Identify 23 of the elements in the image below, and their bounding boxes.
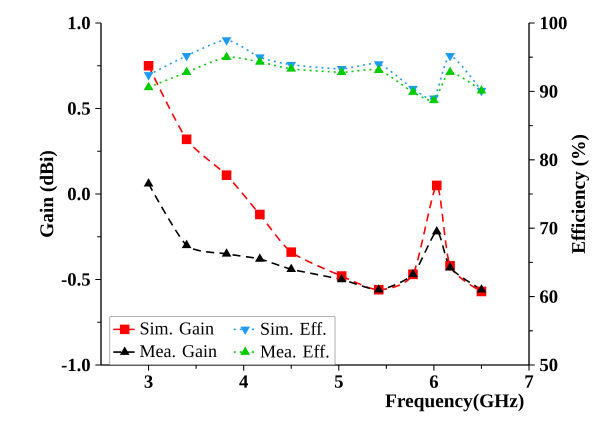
legend-label: Sim. Eff. bbox=[261, 322, 326, 335]
legend-label: Sim. Gain bbox=[140, 322, 214, 335]
y2-tick-label: 60 bbox=[540, 290, 558, 303]
y-tick-label: -1.0 bbox=[62, 358, 90, 372]
y-tick-label: -0.5 bbox=[62, 273, 90, 286]
y2-tick-label: 80 bbox=[540, 153, 558, 166]
y2-tick-label: 90 bbox=[540, 85, 558, 98]
y2-tick-label: 50 bbox=[540, 358, 558, 372]
x-tick-label: 6 bbox=[430, 375, 438, 388]
y2-tick-label: 100 bbox=[540, 16, 567, 30]
x-tick-label: 4 bbox=[239, 375, 248, 388]
y-tick-label: 0.0 bbox=[68, 188, 90, 200]
legend-label: Mea. Eff. bbox=[260, 344, 328, 358]
legend-label: Mea. Gain bbox=[140, 345, 217, 358]
y2-tick-label: 70 bbox=[540, 222, 558, 234]
x-tick-label: 5 bbox=[334, 375, 343, 388]
y2-axis-title: Efficiency (%) bbox=[571, 134, 590, 254]
x-axis-title: Frequency(GHz) bbox=[385, 394, 524, 412]
y-tick-label: 1.0 bbox=[68, 16, 90, 30]
x-tick-label: 7 bbox=[525, 375, 534, 388]
y-axis-title: Gain (dBi) bbox=[40, 151, 58, 237]
y-tick-label: 0.5 bbox=[68, 102, 90, 115]
x-tick-label: 3 bbox=[144, 375, 153, 388]
